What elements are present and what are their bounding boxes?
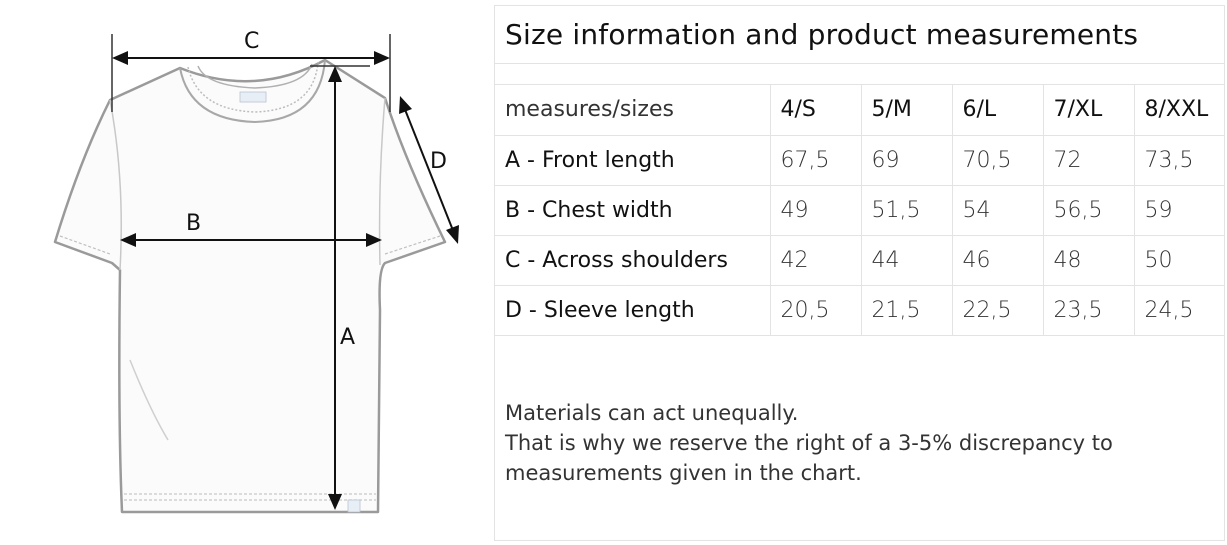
tshirt-collar xyxy=(179,59,326,124)
label-d: D xyxy=(430,149,447,174)
cell-value: 44 xyxy=(861,235,953,286)
discrepancy-note: Materials can act unequally. That is why… xyxy=(505,398,1205,488)
tshirt-outline xyxy=(53,58,447,514)
tshirt-measurement-diagram: C B A D xyxy=(53,29,459,514)
row-label: A - Front length xyxy=(495,135,771,186)
table-header-row: measures/sizes 4/S 5/M 6/L 7/XL 8/XXL xyxy=(495,85,1225,136)
row-label: C - Across shoulders xyxy=(495,235,771,286)
panel-title: Size information and product measurement… xyxy=(495,6,1224,64)
cell-value: 72 xyxy=(1043,135,1135,186)
cell-value: 22,5 xyxy=(952,285,1044,336)
table-row: B - Chest width 49 51,5 54 56,5 59 xyxy=(495,185,1225,236)
size-table: measures/sizes 4/S 5/M 6/L 7/XL 8/XXL A … xyxy=(495,85,1225,336)
table-row: A - Front length 67,5 69 70,5 72 73,5 xyxy=(495,135,1225,186)
label-b: B xyxy=(186,211,201,236)
cell-value: 20,5 xyxy=(770,285,862,336)
arrow-d xyxy=(401,101,457,239)
table-row: C - Across shoulders 42 44 46 48 50 xyxy=(495,235,1225,286)
cell-value: 51,5 xyxy=(861,185,953,236)
size-header: 5/M xyxy=(861,85,953,136)
size-header: 6/L xyxy=(952,85,1044,136)
collar-tag-icon xyxy=(239,91,267,103)
label-c: C xyxy=(244,29,259,54)
cell-value: 54 xyxy=(952,185,1044,236)
note-line: That is why we reserve the right of a 3-… xyxy=(505,431,1113,455)
cell-value: 42 xyxy=(770,235,862,286)
hem-tag-icon xyxy=(347,499,361,513)
note-line: Materials can act unequally. xyxy=(505,401,799,425)
cell-value: 48 xyxy=(1043,235,1135,286)
cell-value: 23,5 xyxy=(1043,285,1135,336)
size-header: 4/S xyxy=(770,85,862,136)
cell-value: 69 xyxy=(861,135,953,186)
cell-value: 73,5 xyxy=(1134,135,1225,186)
label-a: A xyxy=(340,325,355,350)
cell-value: 49 xyxy=(770,185,862,236)
cell-value: 21,5 xyxy=(861,285,953,336)
table-row: D - Sleeve length 20,5 21,5 22,5 23,5 24… xyxy=(495,285,1225,336)
cell-value: 70,5 xyxy=(952,135,1044,186)
cell-value: 46 xyxy=(952,235,1044,286)
size-info-panel: Size information and product measurement… xyxy=(494,5,1225,541)
cell-value: 56,5 xyxy=(1043,185,1135,236)
note-line: measurements given in the chart. xyxy=(505,461,862,485)
cell-value: 59 xyxy=(1134,185,1225,236)
size-header: 8/XXL xyxy=(1134,85,1225,136)
cell-value: 50 xyxy=(1134,235,1225,286)
row-label: B - Chest width xyxy=(495,185,771,236)
cell-value: 67,5 xyxy=(770,135,862,186)
spacer-row xyxy=(495,64,1224,85)
header-corner: measures/sizes xyxy=(495,85,771,136)
cell-value: 24,5 xyxy=(1134,285,1225,336)
size-header: 7/XL xyxy=(1043,85,1135,136)
row-label: D - Sleeve length xyxy=(495,285,771,336)
